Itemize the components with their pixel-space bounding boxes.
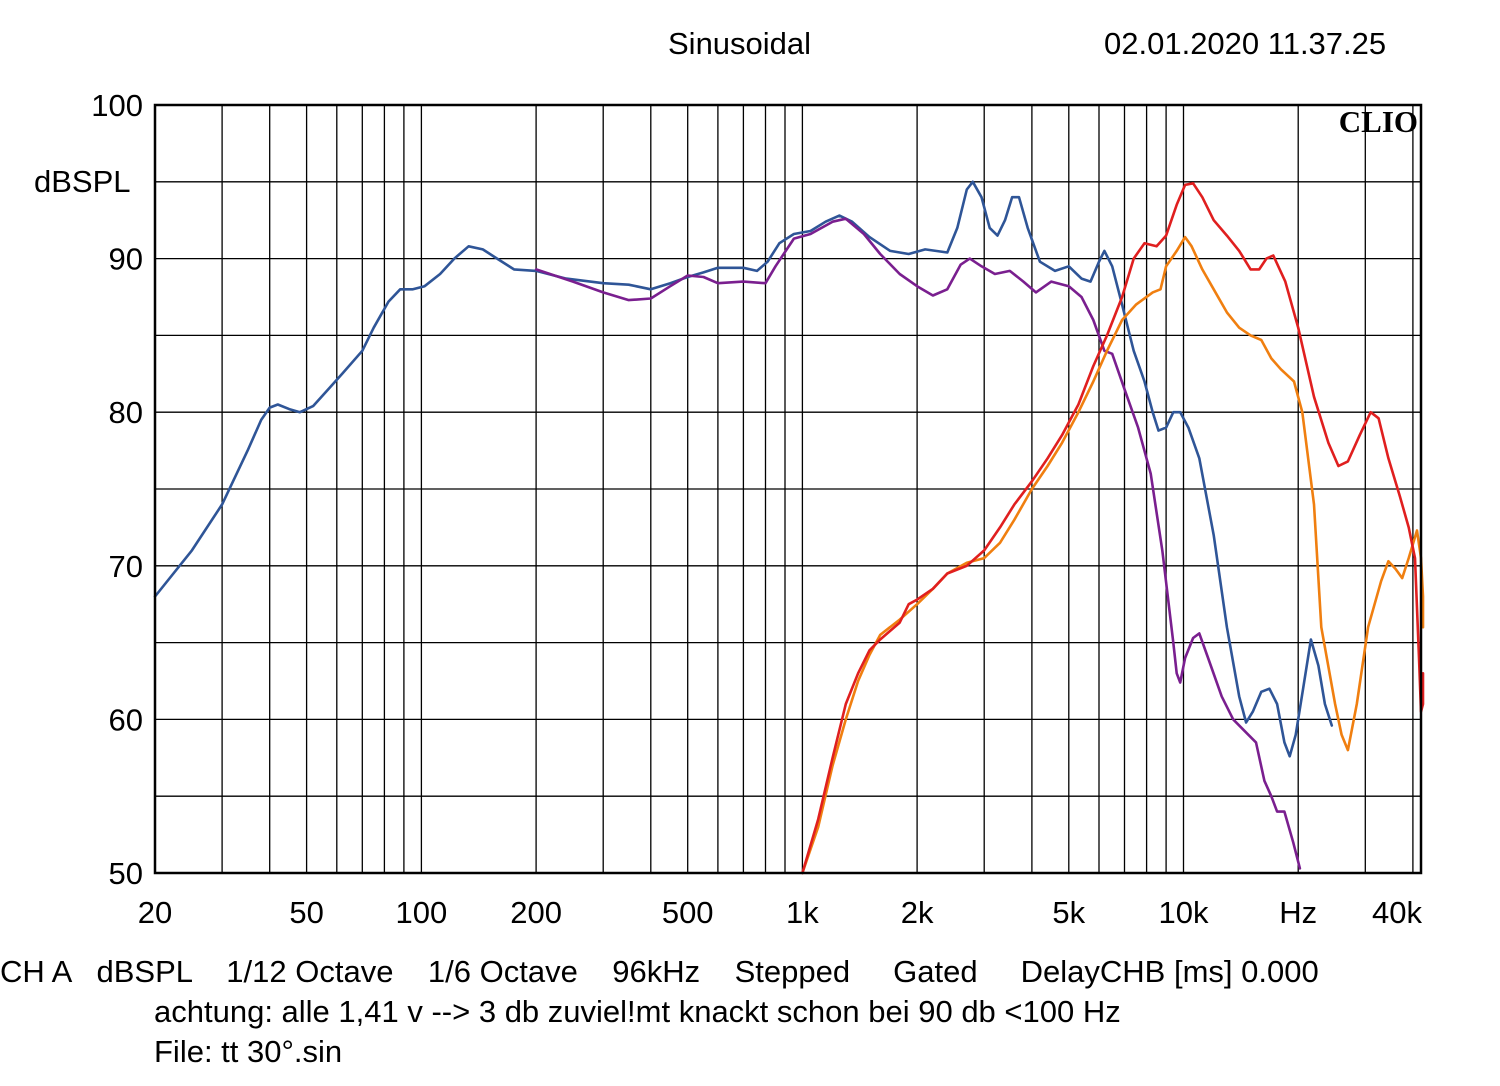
series-orange-line xyxy=(801,235,1425,875)
y-tick-label: 100 xyxy=(91,88,143,123)
series-blue-line xyxy=(153,180,1334,758)
x-tick-label: Hz xyxy=(1279,895,1317,930)
chart-grid xyxy=(155,105,1421,873)
x-tick-label: 50 xyxy=(289,895,323,930)
x-tick-labels: 20 50 100 200 500 1k 2k 5k 10k Hz 40k xyxy=(138,895,1423,930)
measurement-note: achtung: alle 1,41 v --> 3 db zuviel!mt … xyxy=(154,994,1121,1029)
x-tick-label: 200 xyxy=(510,895,562,930)
x-tick-label: 10k xyxy=(1159,895,1209,930)
x-tick-label: 5k xyxy=(1052,895,1085,930)
timestamp: 02.01.2020 11.37.25 xyxy=(1104,26,1387,61)
series-purple-line xyxy=(534,217,1302,870)
y-tick-labels: 50 60 70 80 90 100 xyxy=(91,88,143,891)
plot-frame xyxy=(153,103,1423,875)
frequency-response-chart: 50 60 70 80 90 100 20 50 100 200 500 1k 2k 5k 10k Hz 40… xyxy=(34,88,1425,930)
y-tick-label: 70 xyxy=(109,549,143,584)
x-tick-label: 1k xyxy=(786,895,819,930)
x-tick-label: 500 xyxy=(662,895,714,930)
chart-curves xyxy=(153,180,1425,875)
y-axis-label: dBSPL xyxy=(34,164,131,199)
chart-title: Sinusoidal xyxy=(668,26,812,61)
y-tick-label: 90 xyxy=(109,242,143,277)
x-tick-label: 40k xyxy=(1372,895,1422,930)
series-red-line xyxy=(801,182,1425,875)
y-tick-label: 60 xyxy=(109,702,143,737)
x-tick-label: 20 xyxy=(138,895,172,930)
file-name: File: tt 30°.sin xyxy=(154,1034,343,1069)
x-tick-label: 100 xyxy=(396,895,448,930)
y-tick-label: 50 xyxy=(109,856,143,891)
clio-brand-label: CLIO xyxy=(1339,104,1418,139)
x-tick-label: 2k xyxy=(901,895,934,930)
y-tick-label: 80 xyxy=(109,395,143,430)
measurement-settings: CH A dBSPL 1/12 Octave 1/6 Octave 96kHz … xyxy=(0,954,1319,989)
